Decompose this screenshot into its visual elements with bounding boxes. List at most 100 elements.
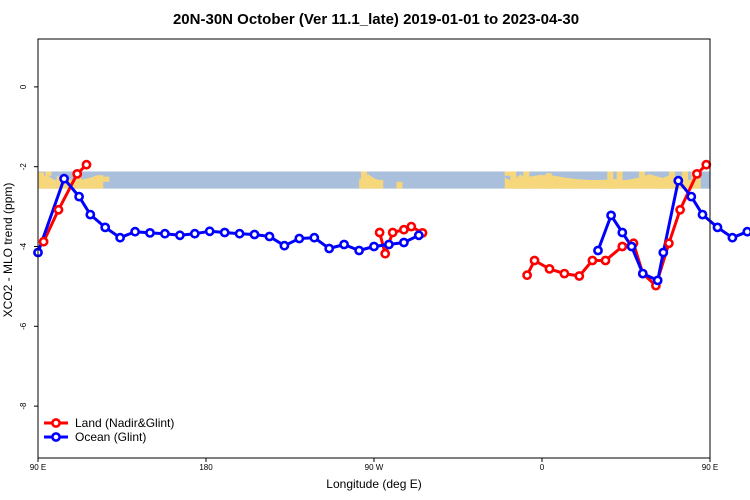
data-point-ocean — [249, 229, 260, 240]
data-point-ocean — [383, 239, 394, 250]
map-land — [639, 171, 646, 181]
data-point-land — [664, 238, 674, 249]
y-tick-label: -4 — [19, 242, 28, 250]
data-point-land — [701, 159, 712, 170]
data-point-ocean — [742, 226, 750, 237]
map-land — [504, 171, 511, 176]
map-land — [38, 172, 44, 184]
world-map-strip — [38, 171, 710, 189]
map-land — [103, 176, 110, 182]
series-points — [33, 159, 750, 291]
map-land — [396, 181, 403, 189]
x-tick-label: 180 — [199, 463, 213, 472]
map-land — [45, 171, 52, 176]
data-point-land — [692, 168, 702, 179]
data-point-land — [387, 227, 398, 238]
data-point-ocean — [673, 175, 684, 186]
data-point-land — [529, 255, 540, 266]
data-point-ocean — [652, 275, 663, 286]
data-point-land — [522, 270, 532, 281]
legend-marker-ocean — [51, 432, 61, 442]
data-point-ocean — [85, 209, 96, 220]
x-axis: 90 E 180 90 W 0 90 E — [30, 458, 718, 472]
data-point-ocean — [59, 173, 69, 184]
y-tick-label: 0 — [19, 84, 28, 89]
data-point-land — [374, 227, 385, 238]
data-point-ocean — [697, 209, 708, 220]
x-axis-title: Longitude (deg E) — [326, 477, 421, 491]
data-point-land — [406, 221, 417, 232]
map-land — [75, 174, 82, 187]
map-land — [360, 171, 367, 181]
legend-marker-land — [51, 418, 61, 428]
data-point-ocean — [189, 228, 200, 239]
data-point-ocean — [398, 237, 409, 248]
x-tick-label: 90 E — [30, 463, 46, 472]
map-land — [545, 173, 552, 189]
map-land — [607, 174, 664, 189]
data-point-land — [675, 204, 685, 215]
data-point-land — [53, 204, 64, 215]
data-point-ocean — [617, 227, 628, 238]
data-point-land — [574, 271, 585, 281]
data-point-land — [380, 248, 391, 259]
y-tick-label: -8 — [19, 402, 28, 410]
data-point-land — [617, 241, 628, 252]
data-point-ocean — [354, 245, 364, 256]
data-point-ocean — [219, 227, 230, 238]
map-land — [564, 180, 571, 189]
data-point-land — [72, 168, 83, 179]
data-point-ocean — [413, 230, 424, 241]
map-land — [523, 171, 530, 189]
data-point-ocean — [686, 191, 697, 202]
data-point-ocean — [74, 191, 84, 202]
chart-title: 20N-30N October (Ver 11.1_late) 2019-01-… — [173, 11, 579, 28]
data-point-ocean — [234, 228, 245, 239]
data-point-ocean — [145, 227, 155, 238]
data-point-ocean — [339, 239, 349, 250]
data-point-ocean — [100, 222, 111, 233]
data-point-ocean — [658, 247, 669, 258]
map-land — [657, 178, 664, 189]
x-tick-label: 90 W — [365, 463, 384, 472]
x-tick-label: 90 E — [702, 463, 718, 472]
data-point-ocean — [264, 231, 275, 242]
data-point-ocean — [204, 226, 215, 237]
data-point-ocean — [324, 243, 335, 254]
data-point-land — [587, 255, 598, 266]
map-land — [668, 171, 675, 189]
data-point-ocean — [593, 245, 603, 256]
data-point-ocean — [727, 232, 738, 243]
series-line-land — [42, 163, 88, 243]
data-point-ocean — [606, 210, 616, 221]
map-land — [607, 171, 614, 189]
y-axis-title: XCO2 - MLO trend (ppm) — [1, 183, 15, 318]
data-point-ocean — [712, 222, 723, 233]
y-tick-label: -6 — [19, 322, 28, 330]
y-axis: 0 -2 -4 -6 -8 — [19, 84, 38, 410]
data-point-ocean — [626, 241, 637, 252]
data-point-ocean — [159, 228, 170, 239]
data-point-ocean — [369, 241, 379, 252]
data-point-land — [81, 159, 92, 170]
data-point-ocean — [115, 232, 125, 243]
data-point-ocean — [130, 226, 140, 237]
legend: Land (Nadir&Glint)Ocean (Glint) — [44, 416, 174, 444]
data-point-land — [559, 268, 570, 279]
data-point-land — [544, 263, 555, 274]
data-point-ocean — [294, 233, 305, 244]
legend-label-ocean: Ocean (Glint) — [75, 430, 146, 444]
x-tick-label: 0 — [540, 463, 545, 472]
data-point-ocean — [309, 232, 320, 243]
data-point-ocean — [637, 268, 648, 279]
data-point-land — [38, 236, 49, 247]
map-land — [682, 171, 688, 186]
data-point-land — [398, 224, 409, 235]
data-point-ocean — [174, 230, 185, 241]
data-point-land — [600, 255, 611, 266]
series-line-ocean — [36, 177, 420, 254]
data-point-ocean — [279, 240, 290, 251]
map-land — [616, 171, 623, 184]
y-tick-label: -2 — [19, 163, 28, 171]
